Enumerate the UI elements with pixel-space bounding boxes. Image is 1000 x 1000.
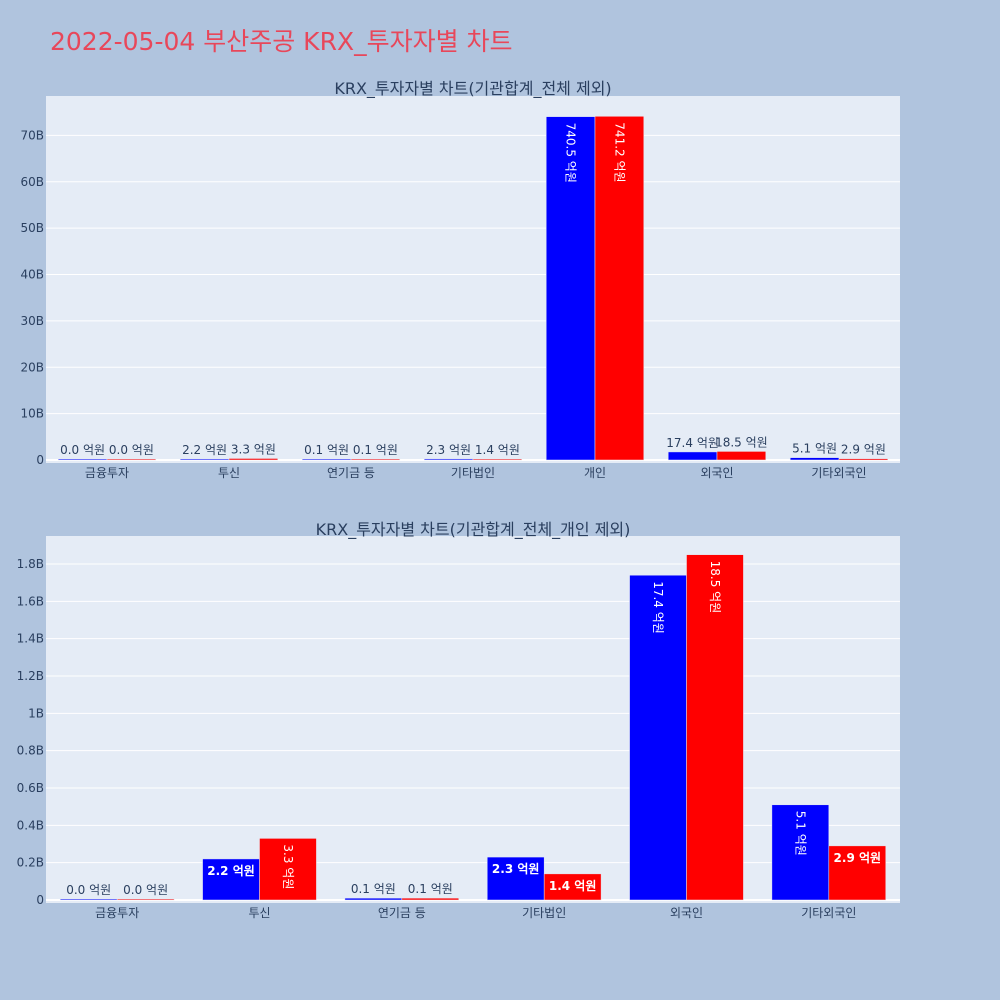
bar-label: 0.1 억원 [408, 882, 453, 896]
bar-sell [401, 897, 460, 901]
y-tick-label: 0 [36, 893, 44, 907]
bar-label: 2.2 억원 [207, 864, 255, 878]
bar-label: 3.3 억원 [281, 844, 295, 889]
y-tick-label: 1.4B [17, 632, 44, 646]
bar-buy [57, 458, 108, 461]
page-title: 2022-05-04 부산주공 KRX_투자자별 차트 [50, 27, 513, 56]
bar-buy [344, 897, 403, 901]
plot-area [46, 96, 900, 463]
bar-buy [179, 458, 230, 461]
bar-sell [106, 458, 157, 461]
bar-sell [543, 873, 602, 901]
bar-sell [350, 458, 401, 461]
bar-label: 2.3 억원 [492, 862, 540, 876]
x-tick-label: 기타법인 [522, 906, 566, 920]
bar-label: 2.9 억원 [841, 443, 886, 457]
bar-label: 2.9 억원 [834, 851, 882, 865]
y-tick-label: 40B [20, 268, 44, 282]
x-tick-label: 투신 [248, 906, 270, 920]
bar-sell [828, 845, 887, 901]
x-tick-label: 기타외국인 [801, 906, 856, 920]
bar-label: 18.5 억원 [708, 561, 722, 614]
x-tick-label: 금융투자 [95, 906, 139, 920]
bar-label: 0.1 억원 [351, 882, 396, 896]
bar-sell [228, 458, 279, 461]
y-tick-label: 0.4B [17, 818, 44, 832]
y-tick-label: 60B [20, 175, 44, 189]
bar-label: 5.1 억원 [793, 811, 807, 856]
y-tick-label: 0.8B [17, 744, 44, 758]
y-tick-label: 0.6B [17, 781, 44, 795]
chart-title: KRX_투자자별 차트(기관합계_전체 제외) [334, 79, 611, 99]
bar-label: 741.2 억원 [612, 122, 626, 182]
bar-sell [116, 898, 175, 901]
x-tick-label: 연기금 등 [327, 466, 375, 480]
bar-sell [686, 554, 744, 901]
bar-label: 740.5 억원 [564, 123, 578, 183]
chart-1: 0 10B 20B 30B 40B 50B 60B 70B KRX_투자자별 차트(기관합계_전… [20, 79, 900, 480]
x-tick-label: 기타법인 [451, 466, 495, 480]
x-tick-label: 개인 [584, 466, 606, 480]
bar-label: 0.1 억원 [353, 443, 398, 457]
y-tick-label: 10B [20, 407, 44, 421]
bar-buy [59, 898, 118, 901]
x-tick-label: 외국인 [700, 466, 733, 480]
x-tick-label: 기타외국인 [811, 466, 866, 480]
y-tick-label: 1.6B [17, 594, 44, 608]
y-tick-label: 30B [20, 314, 44, 328]
chart-title: KRX_투자자별 차트(기관합계_전체_개인 제외) [316, 520, 631, 540]
bar-label: 1.4 억원 [475, 443, 520, 457]
plot-area [46, 536, 900, 903]
bar-label: 18.5 억원 [715, 435, 768, 449]
bar-label: 2.3 억원 [426, 443, 471, 457]
x-tick-label: 연기금 등 [378, 906, 426, 920]
x-tick-label: 외국인 [670, 906, 703, 920]
y-tick-label: 20B [20, 360, 44, 374]
bar-sell [594, 116, 645, 461]
bar-buy [789, 457, 840, 461]
y-tick-label: 0 [36, 453, 44, 467]
chart-2: 0 0.2B 0.4B 0.6B 0.8B 1B 1.2B 1.4B 1.6B 1.8B KRX_투… [17, 520, 900, 920]
y-tick-label: 50B [20, 221, 44, 235]
bar-label: 17.4 억원 [651, 581, 665, 634]
y-tick-label: 70B [20, 128, 44, 142]
bar-sell [259, 838, 317, 901]
bar-buy [667, 451, 718, 461]
bar-sell [716, 451, 767, 461]
bar-label: 0.0 억원 [109, 443, 154, 457]
bar-buy [423, 458, 474, 461]
bar-buy [545, 116, 596, 461]
y-tick-label: 1B [28, 706, 44, 720]
bar-buy [771, 804, 830, 901]
bar-buy [629, 574, 687, 901]
bar-label: 2.2 억원 [182, 443, 227, 457]
x-tick-label: 투신 [218, 466, 240, 480]
bar-label: 0.1 억원 [304, 443, 349, 457]
bar-label: 0.0 억원 [123, 883, 168, 897]
bar-label: 17.4 억원 [666, 436, 719, 450]
bar-label: 3.3 억원 [231, 442, 276, 456]
bar-sell [838, 458, 889, 461]
bar-label: 0.0 억원 [60, 443, 105, 457]
bar-buy [301, 458, 352, 461]
bar-buy [202, 858, 260, 901]
bar-sell [472, 458, 523, 461]
bar-label: 0.0 억원 [66, 883, 111, 897]
y-tick-label: 1.8B [17, 557, 44, 571]
x-tick-label: 금융투자 [85, 466, 129, 480]
bar-label: 1.4 억원 [549, 879, 597, 893]
bar-label: 5.1 억원 [792, 442, 837, 456]
y-tick-label: 0.2B [17, 856, 44, 870]
y-tick-label: 1.2B [17, 669, 44, 683]
